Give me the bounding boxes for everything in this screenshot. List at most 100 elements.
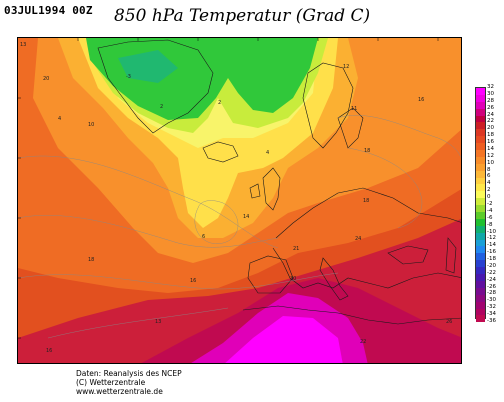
color-scale-swatch xyxy=(476,212,485,219)
color-scale-label: -6 xyxy=(487,214,493,221)
color-scale-label: 30 xyxy=(487,90,494,97)
color-scale-label: -28 xyxy=(487,290,496,297)
color-scale-swatch xyxy=(476,163,485,171)
color-scale-label: 8 xyxy=(487,166,491,173)
temperature-map: -3 2 2 10 4 4 6 12 11 16 18 18 16 14 18 … xyxy=(17,37,462,364)
color-scale-label: 24 xyxy=(487,111,494,118)
color-scale-label: -14 xyxy=(487,242,496,249)
color-scale-swatch xyxy=(476,198,485,206)
contour-label: 10 xyxy=(88,122,94,128)
border-ticks xyxy=(18,38,439,339)
contour-label: 12 xyxy=(343,64,349,70)
color-scale-swatch xyxy=(476,225,485,233)
color-scale-label: -2 xyxy=(487,201,493,207)
color-scale-label: 20 xyxy=(487,125,494,132)
contour-label: -3 xyxy=(126,74,131,80)
contour-label: 30 xyxy=(290,276,296,282)
color-scale-label: 2 xyxy=(487,187,491,194)
color-scale-label: 6 xyxy=(487,173,491,180)
color-scale-label: -34 xyxy=(487,311,496,318)
cold-core-teal xyxy=(118,50,178,83)
color-scale-swatch xyxy=(476,274,485,281)
coastlines xyxy=(97,39,461,325)
map-svg: -3 2 2 10 4 4 6 12 11 16 18 18 16 14 18 … xyxy=(18,38,461,363)
color-scale-swatch xyxy=(476,177,485,185)
color-scale-label: 16 xyxy=(487,139,494,146)
color-scale-swatch xyxy=(476,156,485,164)
contour-label: 16 xyxy=(418,97,424,103)
color-scale-swatch xyxy=(476,287,485,295)
contour-label: 4 xyxy=(58,116,61,122)
contour-label: 16 xyxy=(190,278,196,284)
color-scale-label: -4 xyxy=(487,207,493,214)
contour-labels: -3 2 2 10 4 4 6 12 11 16 18 18 16 14 18 … xyxy=(20,42,452,354)
color-scale-swatch xyxy=(476,260,485,268)
color-scale-swatch xyxy=(476,150,485,157)
contour-label: 14 xyxy=(243,214,249,220)
isobars xyxy=(18,115,461,339)
color-scale-label: -10 xyxy=(487,228,496,235)
color-scale-label: -8 xyxy=(487,221,493,228)
color-scale-swatch xyxy=(476,108,485,116)
color-scale-label: -22 xyxy=(487,269,496,276)
color-scale-swatch xyxy=(476,88,485,95)
color-scale-label: -16 xyxy=(487,249,496,256)
contour-label: 11 xyxy=(351,106,357,112)
color-scale-swatch xyxy=(476,205,485,213)
color-scale-swatch xyxy=(476,232,485,240)
contour-label: 20 xyxy=(43,76,49,82)
contour-label: 2 xyxy=(218,100,221,106)
color-scale-label: 28 xyxy=(487,97,494,104)
contour-label: 22 xyxy=(360,339,366,345)
color-scale-label: 32 xyxy=(487,84,494,90)
color-scale-swatch xyxy=(476,129,485,137)
color-scale-swatch xyxy=(476,280,485,288)
color-scale-swatch xyxy=(476,94,485,102)
color-scale-label: 14 xyxy=(487,145,494,152)
contour-label: 24 xyxy=(355,236,361,242)
contour-label: 16 xyxy=(46,348,52,354)
color-scale-swatch xyxy=(476,253,485,261)
color-scale-swatch xyxy=(476,122,485,130)
color-scale-swatch xyxy=(476,301,485,309)
map-title: 850 hPa Temperatur (Grad C) xyxy=(114,6,371,26)
hot-core-pink xyxy=(225,316,343,363)
color-scale-swatch xyxy=(476,294,485,302)
color-scale-label: -20 xyxy=(487,262,496,269)
color-scale-label: -32 xyxy=(487,304,496,311)
color-scale-swatch xyxy=(476,170,485,178)
color-scale-label: 22 xyxy=(487,118,494,125)
contour-label: 2 xyxy=(160,104,163,110)
credit-source: Daten: Reanalysis des NCEP xyxy=(76,369,182,378)
credit-copyright: (C) Wetterzentrale xyxy=(76,378,146,387)
color-scale-label: 12 xyxy=(487,152,494,159)
color-scale-swatch xyxy=(476,191,485,199)
contour-label: 18 xyxy=(88,257,94,263)
credit-website: www.wetterzentrale.de xyxy=(76,387,163,396)
contour-label: 26 xyxy=(446,319,452,325)
contour-label: 18 xyxy=(363,198,369,204)
color-scale-swatch xyxy=(476,101,485,109)
color-scale-label: -36 xyxy=(487,318,496,324)
date-label: 03JUL1994 00Z xyxy=(4,4,93,17)
color-scale-swatch xyxy=(476,115,485,123)
color-scale-label: 0 xyxy=(487,194,491,201)
contour-label: 4 xyxy=(266,150,269,156)
color-scale-label: 4 xyxy=(487,180,491,187)
color-scale-label: 10 xyxy=(487,159,494,166)
color-scale-swatch xyxy=(476,267,485,275)
color-scale-label: -30 xyxy=(487,297,496,304)
contour-label: 18 xyxy=(364,148,370,154)
credit-block: Daten: Reanalysis des NCEP (C) Wetterzen… xyxy=(76,369,182,396)
color-scale-swatch xyxy=(476,308,485,316)
color-scale-labels: 32 30 28 26 24 22 20 18 16 14 12 10 8 6 4 2 0 -2 -4 -6 -8 -10… xyxy=(487,84,503,324)
color-scale-swatch xyxy=(476,218,485,226)
color-scale-swatch xyxy=(476,246,485,254)
contour-label: 6 xyxy=(202,234,205,240)
color-scale-swatch xyxy=(476,315,485,323)
color-scale-label: -26 xyxy=(487,283,496,290)
color-scale-label: -12 xyxy=(487,235,496,242)
color-scale-label: -18 xyxy=(487,256,496,263)
color-scale-swatch xyxy=(476,143,485,151)
color-scale-swatch xyxy=(476,239,485,247)
